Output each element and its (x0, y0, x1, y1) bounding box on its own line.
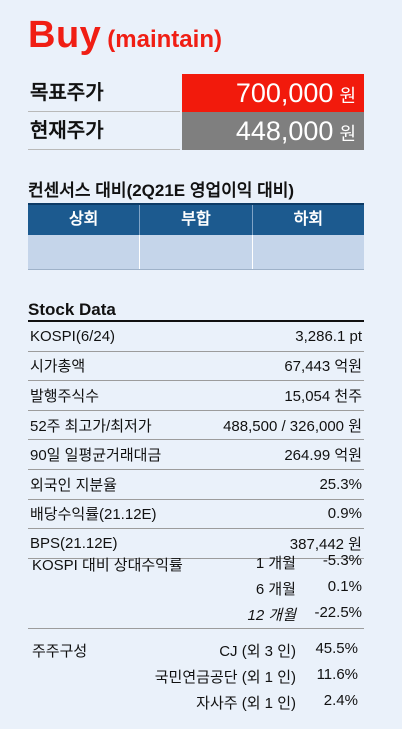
stock-data-value: 67,443 억원 (284, 358, 362, 376)
shareholder-name: CJ (외 3 인) (219, 643, 296, 660)
stock-data-value: 25.3% (319, 475, 362, 493)
relative-return-row: 1 개월 -5.3% (28, 552, 364, 578)
current-price-unit: 원 (339, 124, 356, 144)
stock-data-label: 외국인 지분율 (30, 476, 117, 494)
stock-data-label: 발행주식수 (30, 387, 100, 405)
stock-data-row: 외국인 지분율 25.3% (28, 470, 364, 500)
stock-data-row: BPS(21.12E) 387,442 원 (28, 529, 364, 559)
relative-return-title: KOSPI 대비 상대수익률 (32, 557, 183, 574)
stock-data-row: KOSPI(6/24) 3,286.1 pt (28, 322, 364, 352)
rating-note: (maintain) (107, 26, 222, 53)
consensus-body-row (28, 235, 364, 270)
shareholder-name: 자사주 (외 1 인) (196, 695, 296, 712)
consensus-header-row: 상회 부합 하회 (28, 203, 364, 235)
target-price-label: 목표주가 (28, 74, 180, 112)
consensus-header-inline: 부합 (140, 205, 253, 235)
current-price-label: 현재주가 (28, 112, 180, 150)
shareholder-name: 국민연금공단 (외 1 인) (154, 669, 296, 686)
relative-return-period: 12 개월 (247, 607, 296, 624)
target-price-value-box: 700,000 원 (182, 74, 364, 112)
current-price-row: 현재주가 448,000 원 (28, 112, 364, 150)
shareholders-block: 주주구성 CJ (외 3 인) 45.5% 국민연금공단 (외 1 인) 11.… (28, 632, 364, 718)
shareholder-percent: 11.6% (316, 666, 358, 683)
relative-return-row: 6 개월 0.1% (28, 578, 364, 604)
relative-return-value: 0.1% (327, 578, 362, 595)
relative-return-period: 1 개월 (255, 555, 296, 572)
target-price-unit: 원 (339, 86, 356, 106)
stock-data-label: BPS(21.12E) (30, 534, 118, 552)
stock-data-value: 488,500 / 326,000 원 (223, 417, 362, 435)
shareholder-percent: 45.5% (315, 640, 358, 657)
consensus-cell-inline (140, 235, 253, 269)
consensus-header-above: 상회 (28, 205, 141, 235)
shareholders-title: 주주구성 (32, 643, 88, 660)
stock-data-table: KOSPI(6/24) 3,286.1 pt 시가총액 67,443 억원 발행주식… (28, 320, 364, 559)
stock-data-label: 시가총액 (30, 358, 86, 376)
consensus-header-below: 하회 (293, 211, 324, 228)
relative-return-period: 6 개월 (255, 581, 296, 598)
relative-return-value: -5.3% (322, 552, 362, 569)
stock-data-value: 387,442 원 (289, 535, 362, 553)
target-price-value: 700,000 (235, 78, 334, 108)
stock-data-row: 배당수익률(21.12E) 0.9% (28, 500, 364, 530)
target-price-row: 목표주가 700,000 원 (28, 74, 364, 112)
rating-label: Buy (28, 14, 102, 56)
shareholder-row: CJ (외 3 인) 45.5% (28, 640, 364, 666)
consensus-cell-above (28, 235, 141, 269)
stock-data-value: 3,286.1 pt (295, 327, 362, 345)
stock-data-label: 90일 일평균거래대금 (30, 447, 162, 465)
consensus-cell-below (253, 235, 364, 269)
consensus-table: 상회 부합 하회 (28, 203, 364, 270)
stock-data-label: KOSPI(6/24) (30, 327, 116, 345)
shareholder-percent: 2.4% (323, 692, 358, 709)
stock-data-title: Stock Data (28, 300, 116, 319)
stock-data-row: 발행주식수 15,054 천주 (28, 381, 364, 411)
consensus-title: 컨센서스 대비(2Q21E 영업이익 대비) (28, 181, 295, 200)
shareholder-row: 국민연금공단 (외 1 인) 11.6% (28, 666, 364, 692)
stock-data-label: 배당수익률(21.12E) (30, 506, 157, 524)
stock-data-value: 264.99 억원 (284, 447, 362, 465)
stock-data-value: 15,054 천주 (284, 387, 362, 405)
stock-data-row: 52주 최고가/최저가 488,500 / 326,000 원 (28, 411, 364, 441)
stock-data-value: 0.9% (327, 505, 362, 523)
current-price-value-box: 448,000 원 (182, 112, 364, 150)
relative-return-block: KOSPI 대비 상대수익률 1 개월 -5.3% 6 개월 0.1% 12 개… (28, 546, 364, 629)
investment-rating: Buy (maintain) (28, 14, 222, 57)
current-price-value: 448,000 (235, 116, 334, 146)
relative-return-row: 12 개월 -22.5% (28, 604, 364, 630)
stock-data-row: 시가총액 67,443 억원 (28, 352, 364, 382)
shareholder-row: 자사주 (외 1 인) 2.4% (28, 692, 364, 718)
relative-return-value: -22.5% (314, 604, 362, 621)
stock-data-label: 52주 최고가/최저가 (30, 417, 152, 435)
stock-data-row: 90일 일평균거래대금 264.99 억원 (28, 440, 364, 470)
